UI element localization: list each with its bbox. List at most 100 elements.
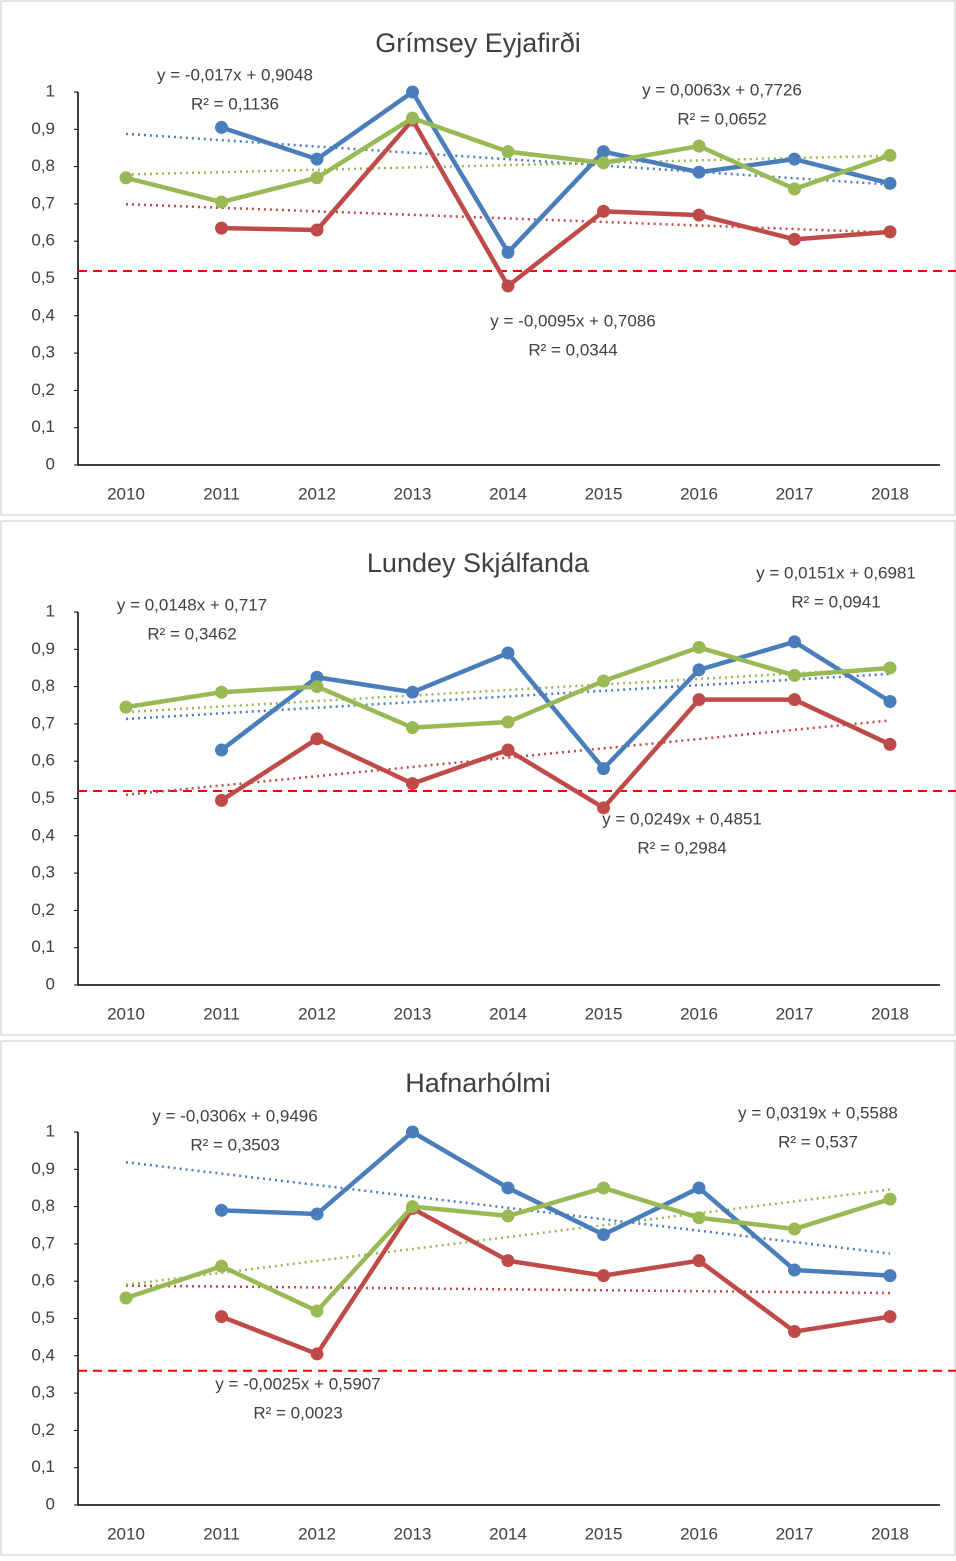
y-tick-label: 0,2 [31, 380, 55, 399]
x-tick-label: 2016 [680, 1524, 718, 1543]
data-point [215, 793, 228, 807]
data-point [406, 111, 419, 125]
trendline-r2: R² = 0,537 [778, 1132, 858, 1151]
data-point [788, 1325, 801, 1339]
x-tick-label: 2016 [680, 1004, 718, 1023]
data-point [310, 223, 324, 237]
data-point [215, 195, 228, 209]
y-tick-label: 0,1 [31, 1457, 55, 1476]
x-tick-label: 2016 [680, 484, 718, 503]
y-tick-label: 0,9 [31, 639, 55, 658]
trendline [125, 1160, 891, 1255]
data-point [692, 693, 706, 707]
series-line [220, 639, 892, 771]
data-point [215, 743, 228, 757]
data-point [883, 661, 897, 675]
data-point [597, 204, 610, 218]
trendline-r2: R² = 0,0652 [677, 109, 766, 128]
x-tick-label: 2018 [871, 1004, 909, 1023]
data-point [310, 1347, 324, 1361]
data-point [501, 646, 515, 660]
data-point [788, 668, 801, 682]
data-point [501, 715, 515, 729]
x-tick-label: 2017 [776, 1524, 814, 1543]
y-tick-label: 0,9 [31, 119, 55, 138]
panel-border [0, 1040, 956, 1556]
data-point [788, 635, 801, 649]
x-tick-label: 2013 [394, 1004, 432, 1023]
data-point [883, 1269, 897, 1283]
data-point [597, 156, 610, 170]
series-line [220, 1206, 891, 1357]
data-point [406, 685, 419, 699]
data-point [310, 1207, 324, 1221]
data-point [501, 1209, 515, 1223]
data-point [501, 145, 515, 159]
trendline [125, 154, 891, 176]
data-point [310, 670, 324, 684]
y-tick-label: 0,3 [31, 343, 55, 362]
data-point [692, 1181, 706, 1195]
y-tick-label: 0 [46, 454, 55, 473]
series-line [221, 1129, 891, 1278]
x-tick-label: 2017 [776, 1004, 814, 1023]
x-tick-label: 2010 [107, 1004, 145, 1023]
data-point [215, 120, 228, 134]
trendline-equation: y = 0,0063x + 0,7726 [642, 80, 802, 99]
data-point [788, 693, 801, 707]
x-tick-label: 2015 [585, 1004, 623, 1023]
y-tick-label: 0,8 [31, 676, 55, 695]
y-tick-label: 1 [46, 81, 55, 100]
data-point [883, 1310, 897, 1324]
trendline-r2: R² = 0,3503 [190, 1135, 279, 1154]
y-tick-label: 0,3 [31, 1383, 55, 1402]
trendline-equation: y = -0,017x + 0,9048 [157, 65, 313, 84]
data-point [692, 165, 706, 179]
trendline-r2: R² = 0,0344 [528, 340, 617, 359]
trendline-equation: y = -0,0095x + 0,7086 [490, 311, 655, 330]
x-tick-label: 2011 [203, 1524, 240, 1543]
data-point [406, 721, 419, 735]
data-point [692, 640, 706, 654]
data-point [692, 208, 706, 222]
trendline [125, 1188, 891, 1286]
trendline-equation: y = -0,0306x + 0,9496 [152, 1106, 317, 1125]
y-tick-label: 0,7 [31, 193, 55, 212]
trendline [125, 132, 891, 186]
y-tick-label: 0,7 [31, 1233, 55, 1252]
trendline [125, 202, 891, 234]
data-point [406, 1200, 419, 1214]
data-point [788, 182, 801, 196]
trendline-r2: R² = 0,0941 [791, 592, 880, 611]
data-point [692, 1254, 706, 1268]
series-line [221, 117, 891, 289]
data-point [501, 1181, 515, 1195]
y-tick-label: 0,5 [31, 788, 55, 807]
x-tick-label: 2017 [776, 484, 814, 503]
y-tick-label: 0 [46, 974, 55, 993]
trendline-equation: y = 0,0148x + 0,717 [117, 595, 267, 614]
y-tick-label: 0,5 [31, 268, 55, 287]
chart-title: Lundey Skjálfanda [367, 548, 590, 578]
y-tick-label: 1 [46, 601, 55, 620]
data-point [883, 225, 897, 239]
data-point [883, 737, 897, 751]
data-point [597, 1228, 610, 1242]
trendline [125, 672, 891, 721]
trendline-equation: y = -0,0025x + 0,5907 [215, 1374, 380, 1393]
data-point [597, 801, 610, 815]
data-point [788, 1222, 801, 1236]
series-line [220, 89, 891, 255]
chart-title: Hafnarhólmi [405, 1068, 551, 1098]
data-point [883, 176, 897, 190]
x-tick-label: 2013 [394, 1524, 432, 1543]
y-tick-label: 0,2 [31, 1420, 55, 1439]
x-tick-label: 2018 [871, 1524, 909, 1543]
y-tick-label: 0 [46, 1494, 55, 1513]
data-point [883, 695, 897, 709]
y-tick-label: 0,9 [31, 1159, 55, 1178]
y-tick-label: 0,3 [31, 863, 55, 882]
data-point [406, 777, 419, 791]
trendline-r2: R² = 0,2984 [637, 838, 726, 857]
data-point [501, 1254, 515, 1268]
